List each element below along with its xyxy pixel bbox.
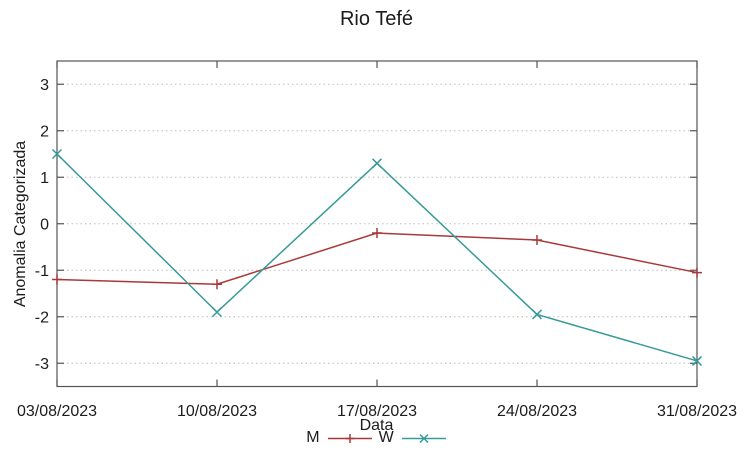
plus-marker-icon (372, 228, 382, 239)
y-tick-label: 2 (40, 123, 49, 140)
x-tick-label: 31/08/2023 (657, 403, 737, 420)
plus-marker-icon (52, 274, 62, 285)
x-tick-label: 03/08/2023 (17, 403, 97, 420)
y-tick-label: -1 (35, 263, 49, 280)
plus-marker-icon (532, 235, 542, 246)
plus-marker-icon (212, 279, 222, 290)
series-m-line (56, 232, 698, 285)
x-marker-icon (419, 433, 429, 443)
x-marker-icon (691, 355, 703, 366)
legend-label-m: M (306, 429, 320, 446)
x-marker-icon (211, 307, 223, 318)
legend-label-w: W (378, 429, 394, 446)
plus-marker-icon (692, 267, 702, 278)
legend-item-m: M (306, 430, 372, 446)
x-axis-label: Data (359, 417, 394, 434)
legend-item-w: W (379, 430, 447, 446)
x-marker-icon (531, 309, 543, 320)
x-tick-label: 24/08/2023 (497, 403, 577, 420)
chart-title: Rio Tefé (339, 8, 413, 30)
y-tick-label: 0 (40, 216, 49, 233)
x-tick-label: 17/08/2023 (337, 403, 417, 420)
x-tick-label: 10/08/2023 (177, 403, 257, 420)
y-tick-label: 1 (40, 170, 49, 187)
legend-sample-m (327, 433, 372, 443)
legend: M W (0, 430, 753, 446)
plus-marker-icon (345, 433, 355, 443)
y-tick-label: -2 (35, 309, 49, 326)
series-w-line (56, 153, 698, 362)
y-tick-label: 3 (40, 77, 49, 94)
y-tick-label: -3 (35, 356, 49, 373)
plot-border (56, 60, 698, 388)
x-marker-icon (51, 148, 63, 160)
legend-sample-w (401, 433, 446, 443)
x-marker-icon (371, 158, 383, 169)
